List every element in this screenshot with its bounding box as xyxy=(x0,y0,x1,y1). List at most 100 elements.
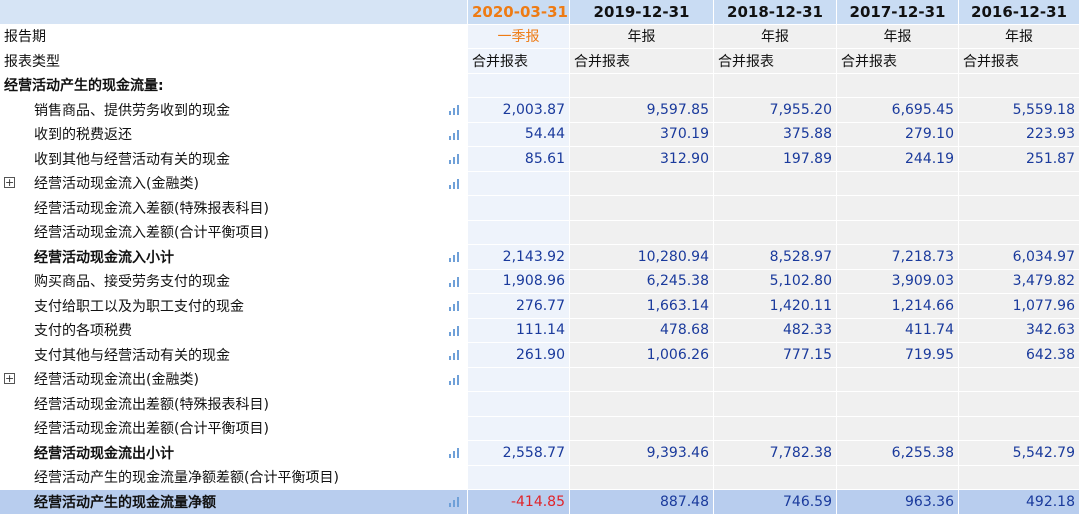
value-cell xyxy=(570,465,714,490)
value-cell xyxy=(959,367,1080,392)
report-type-cell: 合并报表 xyxy=(837,49,959,74)
row-label-cell: 经营活动现金流出小计 xyxy=(0,441,468,466)
row-label: 销售商品、提供劳务收到的现金 xyxy=(34,102,230,119)
report-period-cell: 年报 xyxy=(570,24,714,49)
row-label: 经营活动现金流入差额(特殊报表科目) xyxy=(34,200,269,217)
value-cell xyxy=(714,392,837,417)
value-cell: 777.15 xyxy=(714,343,837,368)
value-cell xyxy=(837,220,959,245)
value-cell: 5,559.18 xyxy=(959,98,1080,123)
row-label: 经营活动现金流入小计 xyxy=(34,249,174,266)
value-cell: 85.61 xyxy=(468,147,570,172)
value-cell xyxy=(714,367,837,392)
table-row: 经营活动产生的现金流量净额 -414.85 887.48 746.59 963.36 49… xyxy=(0,490,1080,515)
value-cell: 223.93 xyxy=(959,122,1080,147)
value-cell xyxy=(714,220,837,245)
value-cell xyxy=(570,392,714,417)
expand-plus-icon[interactable]: + xyxy=(4,175,15,189)
bar-chart-icon[interactable] xyxy=(449,252,461,262)
bar-chart-icon[interactable] xyxy=(449,350,461,360)
value-cell: 1,663.14 xyxy=(570,294,714,319)
table-row: 经营活动产生的现金流量净额差额(合计平衡项目) xyxy=(0,465,1080,490)
value-cell xyxy=(837,392,959,417)
value-cell: 9,597.85 xyxy=(570,98,714,123)
bar-chart-icon[interactable] xyxy=(449,325,461,336)
row-label: 支付给职工以及为职工支付的现金 xyxy=(34,298,244,315)
report-period-cell: 年报 xyxy=(714,24,837,49)
column-header-date[interactable]: 2018-12-31 xyxy=(714,0,837,25)
table-row: 支付给职工以及为职工支付的现金 276.77 1,663.14 1,420.11 1,2… xyxy=(0,294,1080,319)
value-cell xyxy=(959,416,1080,441)
bar-chart-icon[interactable] xyxy=(449,129,461,140)
value-cell xyxy=(468,196,570,221)
section-title-row: 经营活动产生的现金流量: xyxy=(0,73,1080,98)
value-cell: 375.88 xyxy=(714,122,837,147)
value-cell: 1,214.66 xyxy=(837,294,959,319)
header-corner xyxy=(0,0,468,25)
bar-chart-icon[interactable] xyxy=(449,497,461,507)
value-cell xyxy=(570,171,714,196)
row-label: 经营活动现金流出小计 xyxy=(34,445,174,462)
value-cell xyxy=(570,220,714,245)
bar-chart-icon[interactable] xyxy=(449,374,461,385)
row-label: 经营活动产生的现金流量净额 xyxy=(34,494,216,511)
column-header-date[interactable]: 2017-12-31 xyxy=(837,0,959,25)
table-row: 经营活动现金流入差额(合计平衡项目) xyxy=(0,220,1080,245)
row-label: 购买商品、接受劳务支付的现金 xyxy=(34,274,230,291)
value-cell: 746.59 xyxy=(714,490,837,515)
value-cell: 963.36 xyxy=(837,490,959,515)
row-label-cell: 经营活动现金流出差额(合计平衡项目) xyxy=(0,416,468,441)
value-cell xyxy=(468,220,570,245)
row-label: 支付的各项税费 xyxy=(34,323,132,340)
value-cell: 370.19 xyxy=(570,122,714,147)
row-label: 支付其他与经营活动有关的现金 xyxy=(34,347,230,364)
value-cell: 6,255.38 xyxy=(837,441,959,466)
expand-plus-icon[interactable]: + xyxy=(4,371,15,385)
value-cell xyxy=(959,196,1080,221)
value-cell xyxy=(714,171,837,196)
value-cell: 111.14 xyxy=(468,318,570,343)
table-row: 经营活动现金流入差额(特殊报表科目) xyxy=(0,196,1080,221)
row-label-cell: 经营活动现金流入差额(特殊报表科目) xyxy=(0,196,468,221)
value-cell: 342.63 xyxy=(959,318,1080,343)
value-cell xyxy=(959,392,1080,417)
row-label-cell: 支付的各项税费 xyxy=(0,318,468,343)
value-cell xyxy=(570,196,714,221)
report-type-cell: 合并报表 xyxy=(959,49,1080,74)
report-type-cell: 合并报表 xyxy=(468,49,570,74)
report-type-cell: 合并报表 xyxy=(570,49,714,74)
value-cell: 492.18 xyxy=(959,490,1080,515)
bar-chart-icon[interactable] xyxy=(449,178,461,189)
value-cell xyxy=(714,196,837,221)
value-cell: 3,909.03 xyxy=(837,269,959,294)
row-label: 经营活动现金流出差额(合计平衡项目) xyxy=(34,421,269,438)
row-label-cell: 经营活动现金流入小计 xyxy=(0,245,468,270)
value-cell: 719.95 xyxy=(837,343,959,368)
empty-cell xyxy=(959,73,1080,98)
empty-cell xyxy=(837,73,959,98)
table-row: 收到的税费返还 54.44 370.19 375.88 279.10 223.93 xyxy=(0,122,1080,147)
bar-chart-icon[interactable] xyxy=(449,448,461,458)
report-type-cell: 合并报表 xyxy=(714,49,837,74)
bar-chart-icon[interactable] xyxy=(449,301,461,311)
value-cell xyxy=(468,392,570,417)
report-period-cell: 一季报 xyxy=(468,24,570,49)
row-label-cell: + 经营活动现金流入(金融类) xyxy=(0,171,468,196)
value-cell xyxy=(714,465,837,490)
value-cell xyxy=(959,220,1080,245)
bar-chart-icon[interactable] xyxy=(449,105,461,115)
bar-chart-icon[interactable] xyxy=(449,154,461,164)
column-header-date[interactable]: 2019-12-31 xyxy=(570,0,714,25)
value-cell xyxy=(837,465,959,490)
row-label: 经营活动产生的现金流量净额差额(合计平衡项目) xyxy=(34,470,339,487)
column-header-date[interactable]: 2020-03-31 xyxy=(468,0,570,25)
value-cell xyxy=(570,416,714,441)
bar-chart-icon[interactable] xyxy=(449,276,461,287)
value-cell: 5,542.79 xyxy=(959,441,1080,466)
report-type-label: 报表类型 xyxy=(0,49,468,74)
column-header-date[interactable]: 2016-12-31 xyxy=(959,0,1080,25)
table-row: 收到其他与经营活动有关的现金 85.61 312.90 197.89 244.19 251… xyxy=(0,147,1080,172)
value-cell: 411.74 xyxy=(837,318,959,343)
value-cell xyxy=(468,416,570,441)
